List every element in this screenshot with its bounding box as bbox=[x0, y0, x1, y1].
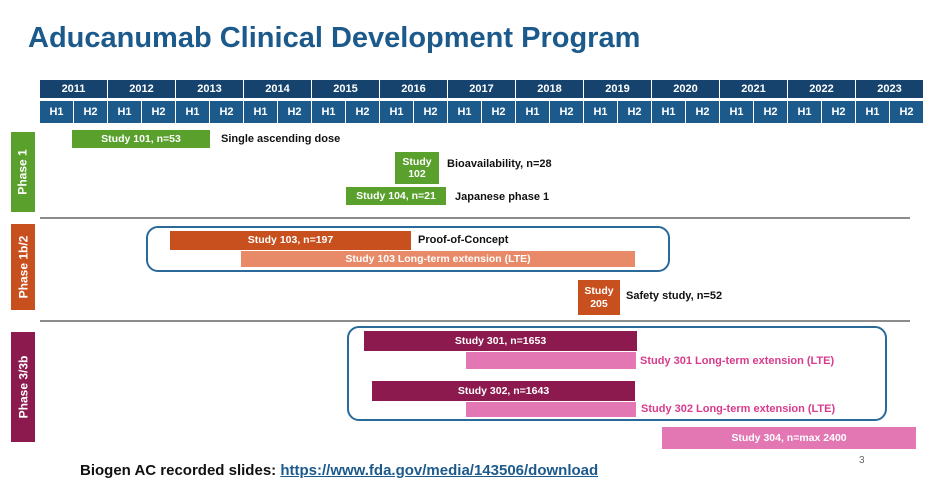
footer-text: Biogen AC recorded slides: bbox=[80, 462, 277, 479]
half-year-header: H2 bbox=[618, 101, 652, 123]
half-year-header: H2 bbox=[142, 101, 176, 123]
phase-label-text: Phase 1b/2 bbox=[16, 235, 31, 299]
study-301-lte-label: Study 301 Long-term extension (LTE) bbox=[640, 355, 835, 367]
half-year-header: H2 bbox=[482, 101, 516, 123]
study-205-bar: Study 205 bbox=[578, 280, 620, 315]
half-year-header: H1 bbox=[652, 101, 686, 123]
study-102-label: Bioavailability, n=28 bbox=[447, 158, 552, 170]
year-header: 2019 bbox=[584, 80, 652, 98]
study-301-lte-bar bbox=[466, 352, 636, 369]
half-year-header: H1 bbox=[176, 101, 210, 123]
phase-separator bbox=[40, 320, 910, 322]
year-header: 2012 bbox=[108, 80, 176, 98]
study-103-group-box bbox=[146, 226, 670, 272]
half-year-header: H2 bbox=[890, 101, 924, 123]
half-year-header: H1 bbox=[856, 101, 890, 123]
phase-separator bbox=[40, 217, 910, 219]
half-year-header: H1 bbox=[108, 101, 142, 123]
year-header: 2022 bbox=[788, 80, 856, 98]
page-title: Aducanumab Clinical Development Program bbox=[28, 22, 641, 54]
study-101-bar: Study 101, n=53 bbox=[72, 130, 210, 148]
study-302-lte-bar bbox=[466, 402, 636, 417]
footer-link[interactable]: https://www.fda.gov/media/143506/downloa… bbox=[280, 462, 599, 479]
year-header: 2011 bbox=[40, 80, 108, 98]
half-year-header: H1 bbox=[380, 101, 414, 123]
year-header: 2014 bbox=[244, 80, 312, 98]
study-304-bar: Study 304, n=max 2400 bbox=[662, 427, 916, 449]
phase-label: Phase 3/3b bbox=[11, 332, 35, 442]
study-205-label: Safety study, n=52 bbox=[626, 290, 723, 302]
study-102-bar: Study 102 bbox=[395, 152, 439, 184]
half-year-header: H1 bbox=[448, 101, 482, 123]
study-101-label: Single ascending dose bbox=[221, 133, 341, 145]
phase-label: Phase 1 bbox=[11, 132, 35, 212]
half-year-header: H1 bbox=[312, 101, 346, 123]
half-year-header: H2 bbox=[210, 101, 244, 123]
half-year-header: H2 bbox=[754, 101, 788, 123]
half-year-header: H2 bbox=[346, 101, 380, 123]
half-year-header: H1 bbox=[40, 101, 74, 123]
half-year-header: H1 bbox=[244, 101, 278, 123]
year-header: 2021 bbox=[720, 80, 788, 98]
half-year-header: H2 bbox=[414, 101, 448, 123]
study-104-label: Japanese phase 1 bbox=[455, 191, 550, 203]
study-301-bar: Study 301, n=1653 bbox=[364, 331, 637, 351]
half-year-header: H2 bbox=[278, 101, 312, 123]
half-year-header: H1 bbox=[584, 101, 618, 123]
study-103-label: Proof-of-Concept bbox=[418, 234, 509, 246]
study-103-lte-bar: Study 103 Long-term extension (LTE) bbox=[241, 251, 635, 267]
study-302-lte-label: Study 302 Long-term extension (LTE) bbox=[641, 403, 836, 415]
half-year-header: H2 bbox=[550, 101, 584, 123]
year-header: 2017 bbox=[448, 80, 516, 98]
phase-label-text: Phase 3/3b bbox=[16, 355, 31, 419]
half-year-header: H2 bbox=[822, 101, 856, 123]
half-year-header: H2 bbox=[686, 101, 720, 123]
footer: Biogen AC recorded slides: https://www.f… bbox=[80, 462, 598, 479]
half-year-header: H1 bbox=[788, 101, 822, 123]
phase-label: Phase 1b/2 bbox=[11, 224, 35, 310]
study-302-bar: Study 302, n=1643 bbox=[372, 381, 635, 401]
half-year-header: H2 bbox=[74, 101, 108, 123]
page-number: 3 bbox=[859, 455, 865, 466]
year-header: 2015 bbox=[312, 80, 380, 98]
study-104-bar: Study 104, n=21 bbox=[346, 187, 446, 205]
year-header: 2020 bbox=[652, 80, 720, 98]
half-year-header: H1 bbox=[720, 101, 754, 123]
phase3-group-box bbox=[347, 326, 887, 421]
year-header: 2016 bbox=[380, 80, 448, 98]
year-header: 2023 bbox=[856, 80, 924, 98]
year-header: 2018 bbox=[516, 80, 584, 98]
phase-label-text: Phase 1 bbox=[16, 149, 30, 195]
year-header: 2013 bbox=[176, 80, 244, 98]
study-103-bar: Study 103, n=197 bbox=[170, 231, 411, 250]
half-year-header: H1 bbox=[516, 101, 550, 123]
